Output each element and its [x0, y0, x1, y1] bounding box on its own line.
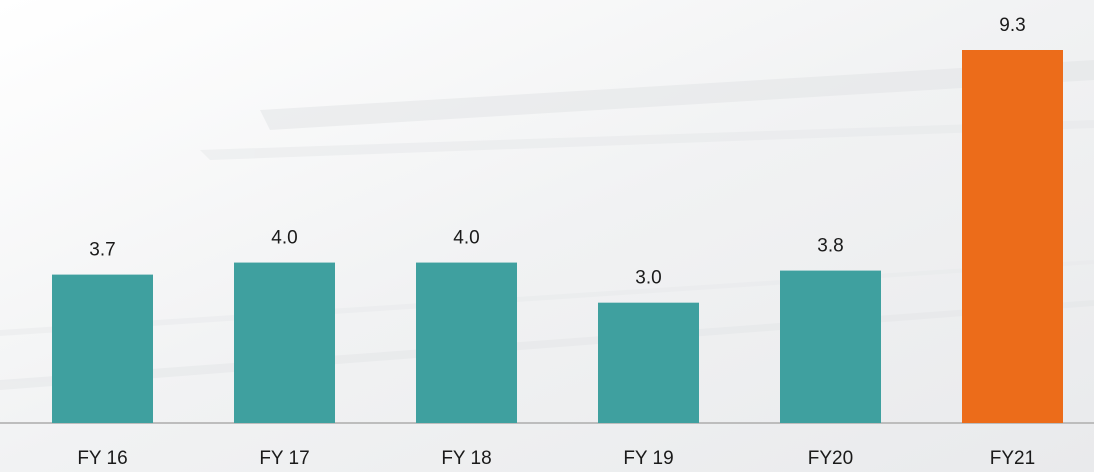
bar — [234, 262, 335, 423]
x-tick-label: FY 18 — [441, 448, 491, 469]
value-label: 4.0 — [271, 228, 297, 249]
bar — [962, 50, 1063, 423]
value-label: 9.3 — [999, 15, 1025, 36]
bar — [598, 302, 699, 423]
x-tick-label: FY21 — [990, 448, 1035, 469]
bar — [780, 270, 881, 423]
value-label: 3.7 — [89, 240, 115, 261]
value-label: 4.0 — [453, 228, 479, 249]
x-tick-label: FY20 — [808, 448, 853, 469]
bar — [52, 274, 153, 423]
x-tick-label: FY 19 — [623, 448, 673, 469]
x-tick-label: FY 17 — [259, 448, 309, 469]
bar — [416, 262, 517, 423]
x-tick-label: FY 16 — [77, 448, 127, 469]
value-label: 3.0 — [635, 268, 661, 289]
value-label: 3.8 — [817, 236, 843, 257]
